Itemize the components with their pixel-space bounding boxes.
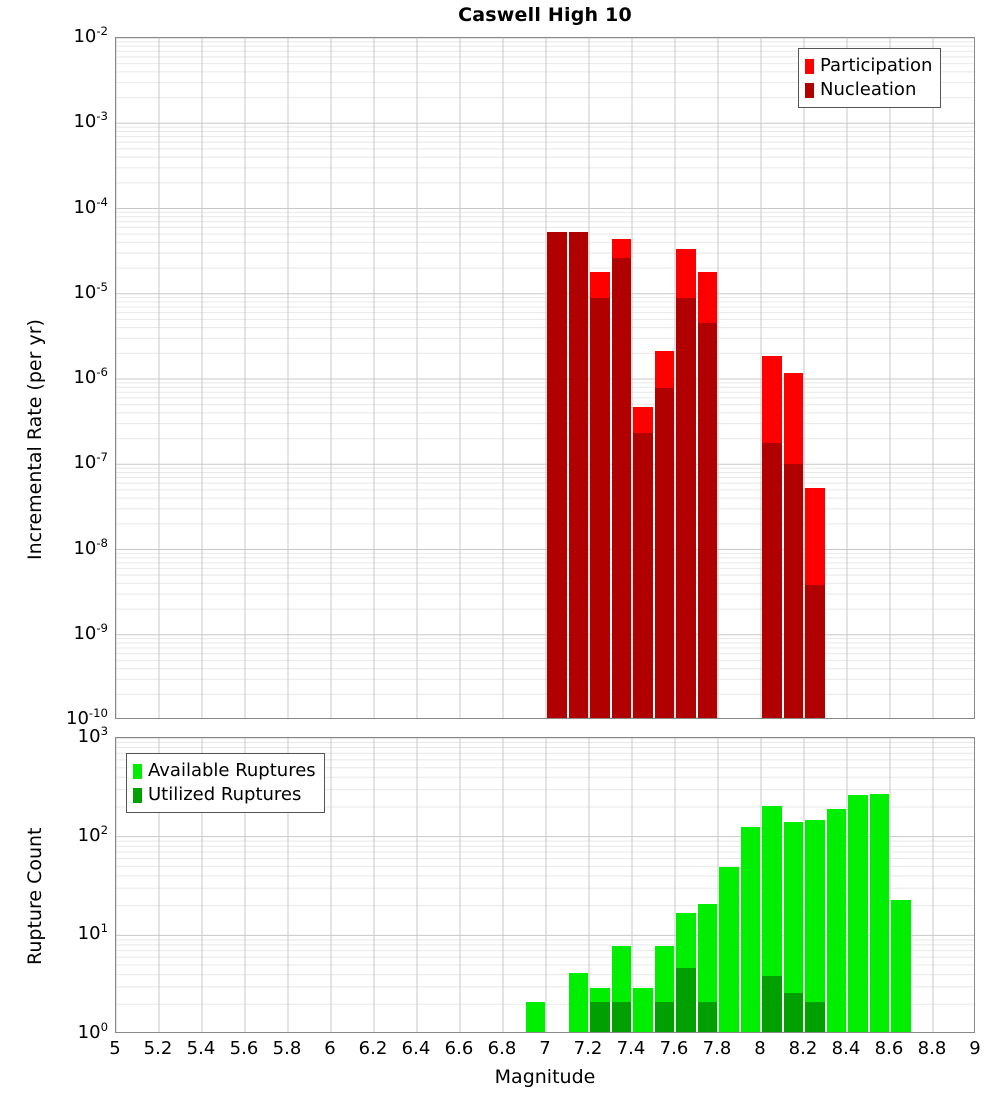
y-tick-label: 10-6 — [0, 367, 108, 387]
bar-utilized-ruptures — [612, 1002, 632, 1032]
incremental-rate-plot — [115, 37, 975, 719]
bar-available-ruptures — [633, 988, 653, 1032]
figure-canvas: Caswell High 10 10-2 10-3 10-4 10-5 10-6 10-7… — [0, 0, 1000, 1100]
y-tick-label: 10-3 — [0, 111, 108, 131]
legend-swatch-participation — [805, 59, 814, 74]
bar-available-ruptures — [870, 794, 890, 1032]
bar-utilized-ruptures — [698, 1002, 718, 1032]
y-tick-label: 101 — [0, 923, 108, 943]
bar-nucleation — [633, 433, 653, 718]
y-tick-label: 102 — [0, 825, 108, 845]
bar-nucleation — [698, 323, 718, 718]
bar-available-ruptures — [569, 973, 589, 1032]
bar-nucleation — [569, 232, 589, 718]
legend-item-participation[interactable]: Participation — [805, 54, 932, 78]
bar-available-ruptures — [848, 795, 868, 1032]
y-tick-label: 10-8 — [0, 538, 108, 558]
bar-utilized-ruptures — [676, 968, 696, 1032]
bar-utilized-ruptures — [784, 993, 804, 1032]
x-axis-label: Magnitude — [115, 1066, 975, 1088]
legend-swatch-available — [133, 764, 142, 779]
bar-nucleation — [612, 258, 632, 718]
y-tick-label: 10-4 — [0, 197, 108, 217]
bar-utilized-ruptures — [590, 1002, 610, 1032]
legend-item-utilized-ruptures[interactable]: Utilized Ruptures — [133, 783, 316, 807]
bar-available-ruptures — [891, 900, 911, 1032]
legend-label-participation: Participation — [820, 57, 932, 75]
bar-available-ruptures — [805, 820, 825, 1032]
bar-utilized-ruptures — [762, 976, 782, 1032]
bar-available-ruptures — [526, 1002, 546, 1032]
bar-available-ruptures — [719, 867, 739, 1032]
y-axis-label-top: Incremental Rate (per yr) — [24, 319, 46, 560]
bar-nucleation — [805, 585, 825, 718]
legend-swatch-utilized — [133, 788, 142, 803]
y-axis-label-bottom: Rupture Count — [24, 828, 46, 966]
y-tick-label: 10-5 — [0, 282, 108, 302]
legend-item-nucleation[interactable]: Nucleation — [805, 78, 932, 102]
y-tick-label: 10-9 — [0, 623, 108, 643]
bar-nucleation — [590, 298, 610, 718]
y-tick-label: 103 — [0, 726, 108, 746]
legend-top: Participation Nucleation — [798, 48, 941, 108]
page-title: Caswell High 10 — [115, 4, 975, 26]
y-tick-label: 10-7 — [0, 452, 108, 472]
legend-bottom: Available Ruptures Utilized Ruptures — [126, 753, 325, 813]
y-tick-label: 10-2 — [0, 26, 108, 46]
bar-nucleation — [762, 443, 782, 718]
legend-swatch-nucleation — [805, 83, 814, 98]
legend-item-available-ruptures[interactable]: Available Ruptures — [133, 759, 316, 783]
x-tick-label: 9 — [945, 1038, 1000, 1059]
legend-label-nucleation: Nucleation — [820, 81, 916, 99]
legend-label-available: Available Ruptures — [148, 762, 316, 780]
bar-available-ruptures — [741, 827, 761, 1032]
legend-label-utilized: Utilized Ruptures — [148, 786, 301, 804]
bar-available-ruptures — [827, 809, 847, 1032]
bar-utilized-ruptures — [805, 1002, 825, 1032]
bar-nucleation — [655, 388, 675, 718]
bar-nucleation — [784, 464, 804, 718]
bar-nucleation — [547, 232, 567, 718]
y-tick-label: 10-10 — [0, 708, 108, 728]
bar-series-top — [116, 38, 974, 718]
bar-nucleation — [676, 298, 696, 718]
bar-utilized-ruptures — [655, 1002, 675, 1032]
